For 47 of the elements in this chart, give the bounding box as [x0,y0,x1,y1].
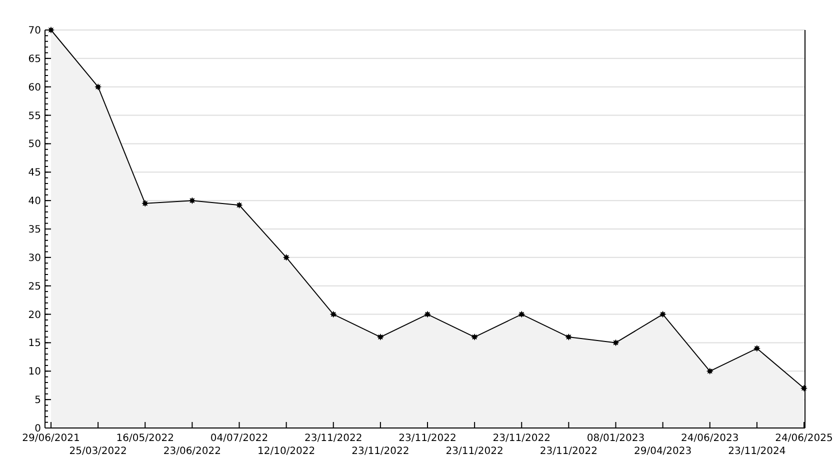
x-tick-label: 23/11/2022 [540,446,598,457]
point [330,310,337,318]
x-tick-label: 16/05/2022 [116,433,174,444]
point [94,83,102,90]
point [612,339,620,346]
y-tick-label: 10 [28,366,41,378]
y-tick-label: 35 [28,224,41,236]
y-tick-label: 15 [28,338,41,350]
x-tick-label: 25/03/2022 [69,446,127,457]
point [753,344,760,352]
point [236,202,243,209]
x-tick-label: 23/06/2022 [163,446,222,457]
point [518,310,526,318]
y-tick-label: 65 [28,54,41,65]
x-tick-label: 23/11/2024 [728,446,786,457]
x-tick-label: 24/06/2023 [681,433,739,444]
x-tick-label: 04/07/2022 [210,433,268,444]
point [565,334,572,341]
y-tick-label: 45 [28,168,41,179]
point [659,310,666,318]
y-tick-label: 20 [28,310,41,321]
x-tick-label: 29/04/2023 [634,446,692,457]
y-tick-label: 70 [28,26,41,36]
x-tick-label: 23/11/2022 [304,433,362,444]
x-tick-label: 08/01/2023 [586,433,645,444]
point [424,310,431,318]
x-tick-label: 23/11/2022 [398,433,456,444]
point [706,368,714,375]
point [376,334,384,341]
x-tick-label: 29/06/2021 [22,433,80,444]
y-tick-label: 5 [34,395,41,406]
y-tick-label: 60 [28,82,41,94]
x-tick-label: 23/11/2022 [446,446,504,457]
x-tick-label: 23/11/2022 [352,446,410,457]
y-tick-label: 0 [34,424,41,434]
y-tick-label: 30 [28,252,41,264]
y-tick-label: 40 [28,196,41,208]
x-tick-label: 24/06/2025 [775,433,833,444]
y-tick-label: 50 [28,139,41,150]
x-tick-label: 23/11/2022 [492,433,550,444]
x-tick-label: 12/10/2022 [257,446,316,457]
y-tick-label: 25 [28,281,41,292]
point [142,200,149,207]
point [188,197,196,204]
y-tick-label: 55 [28,110,41,122]
point [471,334,478,341]
point [282,254,290,261]
